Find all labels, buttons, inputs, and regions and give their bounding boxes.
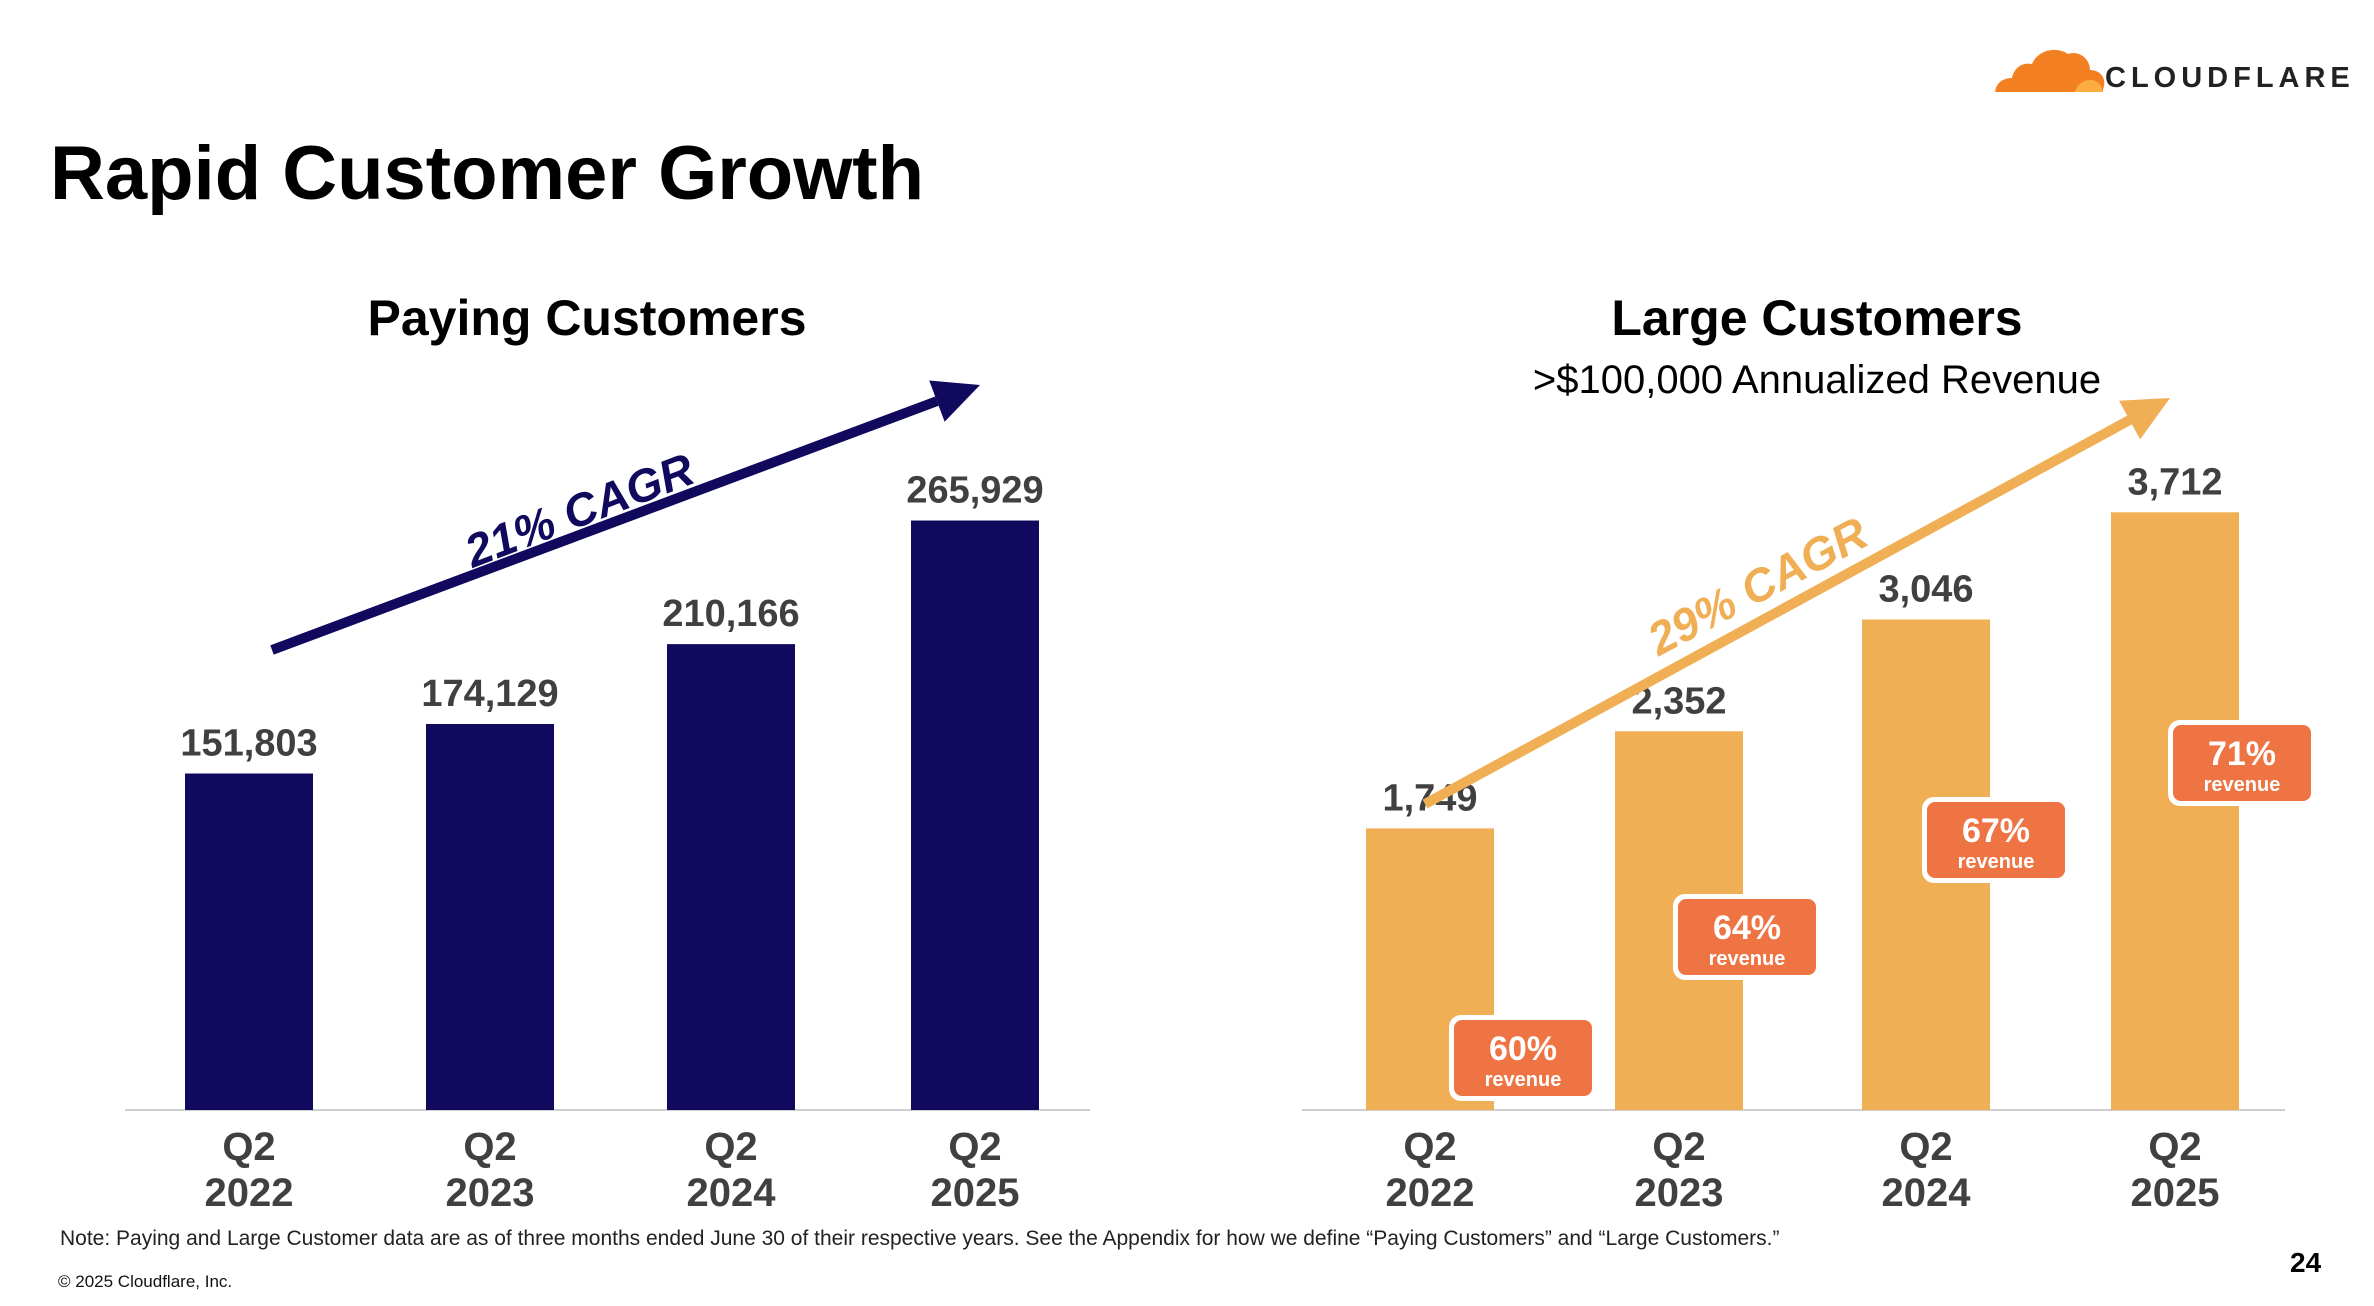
x-tick-label: Q2 2022 xyxy=(205,1125,294,1215)
revenue-badge: 60%revenue xyxy=(1449,1015,1597,1101)
chart-1: Paying Customers 151,803 Q2 2022 174,129 Q2 20… xyxy=(125,290,1090,1215)
data-label: 3,712 xyxy=(2127,461,2222,503)
x-tick-label: Q2 2022 xyxy=(1386,1125,1475,1215)
revenue-badge: 71%revenue xyxy=(2168,720,2316,806)
revenue-badge: 64%revenue xyxy=(1673,894,1821,980)
x-tick-label: Q2 2023 xyxy=(1635,1125,1724,1215)
badge-fill xyxy=(1678,899,1816,975)
x-tick-label: Q2 2025 xyxy=(931,1125,1020,1215)
logo-text: CLOUDFLARE xyxy=(2105,62,2355,94)
x-tick-label: Q2 2024 xyxy=(1882,1125,1972,1215)
bar xyxy=(2111,512,2239,1110)
x-tick-label: Q2 2024 xyxy=(687,1125,777,1215)
footnote: Note: Paying and Large Customer data are… xyxy=(60,1227,1780,1250)
chart-subtitle: >$100,000 Annualized Revenue xyxy=(1533,358,2101,402)
cloud-icon xyxy=(1995,49,2105,94)
badge-percent: 67% xyxy=(1962,812,2030,850)
bar xyxy=(426,724,554,1110)
data-label: 210,166 xyxy=(662,593,799,635)
badge-fill xyxy=(1454,1020,1592,1096)
copyright: © 2025 Cloudflare, Inc. xyxy=(58,1272,233,1291)
badge-percent: 64% xyxy=(1713,909,1781,947)
data-label: 151,803 xyxy=(180,723,317,765)
page-number: 24 xyxy=(2290,1247,2322,1278)
bar xyxy=(667,644,795,1110)
x-tick-label: Q2 2025 xyxy=(2131,1125,2220,1215)
cagr-arrow-head xyxy=(929,380,980,422)
badge-percent: 60% xyxy=(1489,1030,1557,1068)
cagr-arrow-head xyxy=(2119,398,2170,440)
cagr-label: 29% CAGR xyxy=(1638,507,1875,666)
badge-label: revenue xyxy=(2204,774,2281,796)
badge-label: revenue xyxy=(1709,948,1786,970)
badge-label: revenue xyxy=(1958,851,2035,873)
data-label: 265,929 xyxy=(906,470,1043,512)
bar xyxy=(911,520,1039,1110)
badge-label: revenue xyxy=(1485,1069,1562,1091)
cloudflare-logo xyxy=(1990,49,2105,98)
x-tick-label: Q2 2023 xyxy=(446,1125,535,1215)
data-label: 174,129 xyxy=(421,673,558,715)
badge-fill xyxy=(2173,725,2311,801)
chart-title: Large Customers xyxy=(1611,290,2022,346)
revenue-badge: 67%revenue xyxy=(1922,797,2070,883)
chart-title: Paying Customers xyxy=(367,290,806,346)
cagr-arrow-line xyxy=(270,396,939,655)
chart-2: Large Customers >$100,000 Annualized Reve… xyxy=(1302,290,2316,1215)
badge-fill xyxy=(1927,802,2065,878)
badge-percent: 71% xyxy=(2208,735,2276,773)
bar xyxy=(185,773,313,1110)
data-label: 3,046 xyxy=(1878,569,1973,611)
page-title: Rapid Customer Growth xyxy=(50,131,925,216)
cagr-label: 21% CAGR xyxy=(457,443,701,578)
cagr-arrow-line xyxy=(1422,415,2133,809)
